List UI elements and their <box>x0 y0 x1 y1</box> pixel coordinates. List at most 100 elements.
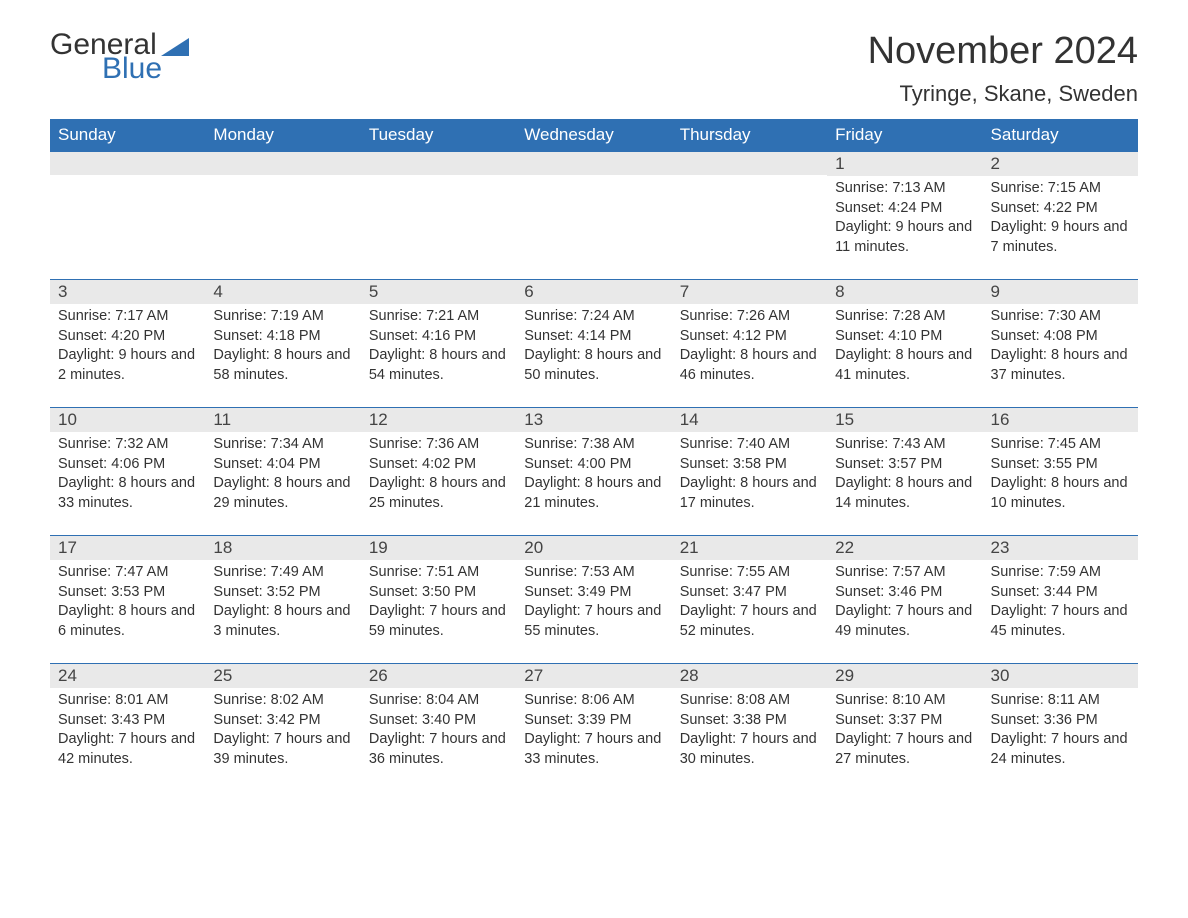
calendar-day-cell: 14Sunrise: 7:40 AMSunset: 3:58 PMDayligh… <box>672 408 827 536</box>
day-number: 4 <box>205 280 360 304</box>
day-number: 21 <box>672 536 827 560</box>
weekday-header: Sunday <box>50 119 205 152</box>
sunset-text: Sunset: 3:37 PM <box>835 711 974 731</box>
daylight-text: Daylight: 7 hours and 27 minutes. <box>835 730 974 769</box>
day-details: Sunrise: 8:04 AMSunset: 3:40 PMDaylight:… <box>361 688 516 777</box>
day-details: Sunrise: 7:43 AMSunset: 3:57 PMDaylight:… <box>827 432 982 521</box>
daylight-text: Daylight: 8 hours and 10 minutes. <box>991 474 1130 513</box>
daylight-text: Daylight: 8 hours and 54 minutes. <box>369 346 508 385</box>
calendar-day-cell: 6Sunrise: 7:24 AMSunset: 4:14 PMDaylight… <box>516 280 671 408</box>
day-number-empty <box>50 152 205 175</box>
sunrise-text: Sunrise: 7:40 AM <box>680 435 819 455</box>
day-details: Sunrise: 7:26 AMSunset: 4:12 PMDaylight:… <box>672 304 827 393</box>
calendar-day-cell: 12Sunrise: 7:36 AMSunset: 4:02 PMDayligh… <box>361 408 516 536</box>
title-block: November 2024 Tyringe, Skane, Sweden <box>868 30 1138 107</box>
day-number: 24 <box>50 664 205 688</box>
daylight-text: Daylight: 8 hours and 50 minutes. <box>524 346 663 385</box>
sunrise-text: Sunrise: 7:53 AM <box>524 563 663 583</box>
calendar-day-cell: 13Sunrise: 7:38 AMSunset: 4:00 PMDayligh… <box>516 408 671 536</box>
day-details: Sunrise: 7:59 AMSunset: 3:44 PMDaylight:… <box>983 560 1138 649</box>
day-details: Sunrise: 7:30 AMSunset: 4:08 PMDaylight:… <box>983 304 1138 393</box>
day-details: Sunrise: 7:21 AMSunset: 4:16 PMDaylight:… <box>361 304 516 393</box>
sunset-text: Sunset: 3:38 PM <box>680 711 819 731</box>
weekday-header: Thursday <box>672 119 827 152</box>
day-details: Sunrise: 7:55 AMSunset: 3:47 PMDaylight:… <box>672 560 827 649</box>
day-number: 12 <box>361 408 516 432</box>
page-header: General Blue November 2024 Tyringe, Skan… <box>50 30 1138 107</box>
calendar-day-cell: 22Sunrise: 7:57 AMSunset: 3:46 PMDayligh… <box>827 536 982 664</box>
sunrise-text: Sunrise: 8:01 AM <box>58 691 197 711</box>
day-number: 30 <box>983 664 1138 688</box>
day-number: 25 <box>205 664 360 688</box>
sunset-text: Sunset: 4:22 PM <box>991 199 1130 219</box>
sunrise-text: Sunrise: 7:47 AM <box>58 563 197 583</box>
weekday-header: Monday <box>205 119 360 152</box>
calendar-week: 10Sunrise: 7:32 AMSunset: 4:06 PMDayligh… <box>50 408 1138 536</box>
sunset-text: Sunset: 4:04 PM <box>213 455 352 475</box>
sunrise-text: Sunrise: 7:49 AM <box>213 563 352 583</box>
daylight-text: Daylight: 7 hours and 33 minutes. <box>524 730 663 769</box>
calendar-day-cell: 10Sunrise: 7:32 AMSunset: 4:06 PMDayligh… <box>50 408 205 536</box>
sunset-text: Sunset: 4:10 PM <box>835 327 974 347</box>
sunrise-text: Sunrise: 7:19 AM <box>213 307 352 327</box>
sunset-text: Sunset: 4:14 PM <box>524 327 663 347</box>
sunset-text: Sunset: 3:52 PM <box>213 583 352 603</box>
day-details: Sunrise: 7:45 AMSunset: 3:55 PMDaylight:… <box>983 432 1138 521</box>
daylight-text: Daylight: 8 hours and 6 minutes. <box>58 602 197 641</box>
sunset-text: Sunset: 4:06 PM <box>58 455 197 475</box>
sunset-text: Sunset: 3:55 PM <box>991 455 1130 475</box>
sunset-text: Sunset: 3:49 PM <box>524 583 663 603</box>
sunset-text: Sunset: 4:24 PM <box>835 199 974 219</box>
sunset-text: Sunset: 3:50 PM <box>369 583 508 603</box>
sunrise-text: Sunrise: 7:45 AM <box>991 435 1130 455</box>
sunset-text: Sunset: 3:44 PM <box>991 583 1130 603</box>
daylight-text: Daylight: 7 hours and 36 minutes. <box>369 730 508 769</box>
daylight-text: Daylight: 8 hours and 3 minutes. <box>213 602 352 641</box>
day-number: 20 <box>516 536 671 560</box>
sunrise-text: Sunrise: 7:24 AM <box>524 307 663 327</box>
calendar-day-cell: 30Sunrise: 8:11 AMSunset: 3:36 PMDayligh… <box>983 664 1138 792</box>
sunset-text: Sunset: 4:18 PM <box>213 327 352 347</box>
sunrise-text: Sunrise: 8:04 AM <box>369 691 508 711</box>
day-number: 5 <box>361 280 516 304</box>
calendar-day-cell: 16Sunrise: 7:45 AMSunset: 3:55 PMDayligh… <box>983 408 1138 536</box>
calendar-day-cell <box>50 152 205 280</box>
sunrise-text: Sunrise: 7:30 AM <box>991 307 1130 327</box>
day-number: 17 <box>50 536 205 560</box>
day-number: 11 <box>205 408 360 432</box>
day-number: 14 <box>672 408 827 432</box>
calendar-day-cell: 4 Sunrise: 7:19 AMSunset: 4:18 PMDaylight… <box>205 280 360 408</box>
day-details: Sunrise: 7:40 AMSunset: 3:58 PMDaylight:… <box>672 432 827 521</box>
calendar-day-cell: 29Sunrise: 8:10 AMSunset: 3:37 PMDayligh… <box>827 664 982 792</box>
day-number: 26 <box>361 664 516 688</box>
sunset-text: Sunset: 3:53 PM <box>58 583 197 603</box>
day-details: Sunrise: 8:11 AMSunset: 3:36 PMDaylight:… <box>983 688 1138 777</box>
calendar-day-cell: 19Sunrise: 7:51 AMSunset: 3:50 PMDayligh… <box>361 536 516 664</box>
sunset-text: Sunset: 4:12 PM <box>680 327 819 347</box>
day-number: 27 <box>516 664 671 688</box>
calendar-week: 24Sunrise: 8:01 AMSunset: 3:43 PMDayligh… <box>50 664 1138 792</box>
day-details: Sunrise: 7:32 AMSunset: 4:06 PMDaylight:… <box>50 432 205 521</box>
sunrise-text: Sunrise: 7:15 AM <box>991 179 1130 199</box>
day-details: Sunrise: 8:06 AMSunset: 3:39 PMDaylight:… <box>516 688 671 777</box>
day-number: 9 <box>983 280 1138 304</box>
sunrise-text: Sunrise: 7:32 AM <box>58 435 197 455</box>
daylight-text: Daylight: 7 hours and 30 minutes. <box>680 730 819 769</box>
sunrise-text: Sunrise: 7:59 AM <box>991 563 1130 583</box>
day-details: Sunrise: 8:01 AMSunset: 3:43 PMDaylight:… <box>50 688 205 777</box>
daylight-text: Daylight: 7 hours and 24 minutes. <box>991 730 1130 769</box>
daylight-text: Daylight: 8 hours and 29 minutes. <box>213 474 352 513</box>
day-number: 8 <box>827 280 982 304</box>
sunset-text: Sunset: 3:57 PM <box>835 455 974 475</box>
sunset-text: Sunset: 4:16 PM <box>369 327 508 347</box>
sunset-text: Sunset: 3:58 PM <box>680 455 819 475</box>
sunrise-text: Sunrise: 8:06 AM <box>524 691 663 711</box>
day-number: 23 <box>983 536 1138 560</box>
day-number: 28 <box>672 664 827 688</box>
weekday-header-row: Sunday Monday Tuesday Wednesday Thursday… <box>50 119 1138 152</box>
calendar-week: 1Sunrise: 7:13 AMSunset: 4:24 PMDaylight… <box>50 152 1138 280</box>
daylight-text: Daylight: 8 hours and 58 minutes. <box>213 346 352 385</box>
sunrise-text: Sunrise: 8:02 AM <box>213 691 352 711</box>
daylight-text: Daylight: 9 hours and 7 minutes. <box>991 218 1130 257</box>
day-details: Sunrise: 7:17 AMSunset: 4:20 PMDaylight:… <box>50 304 205 393</box>
